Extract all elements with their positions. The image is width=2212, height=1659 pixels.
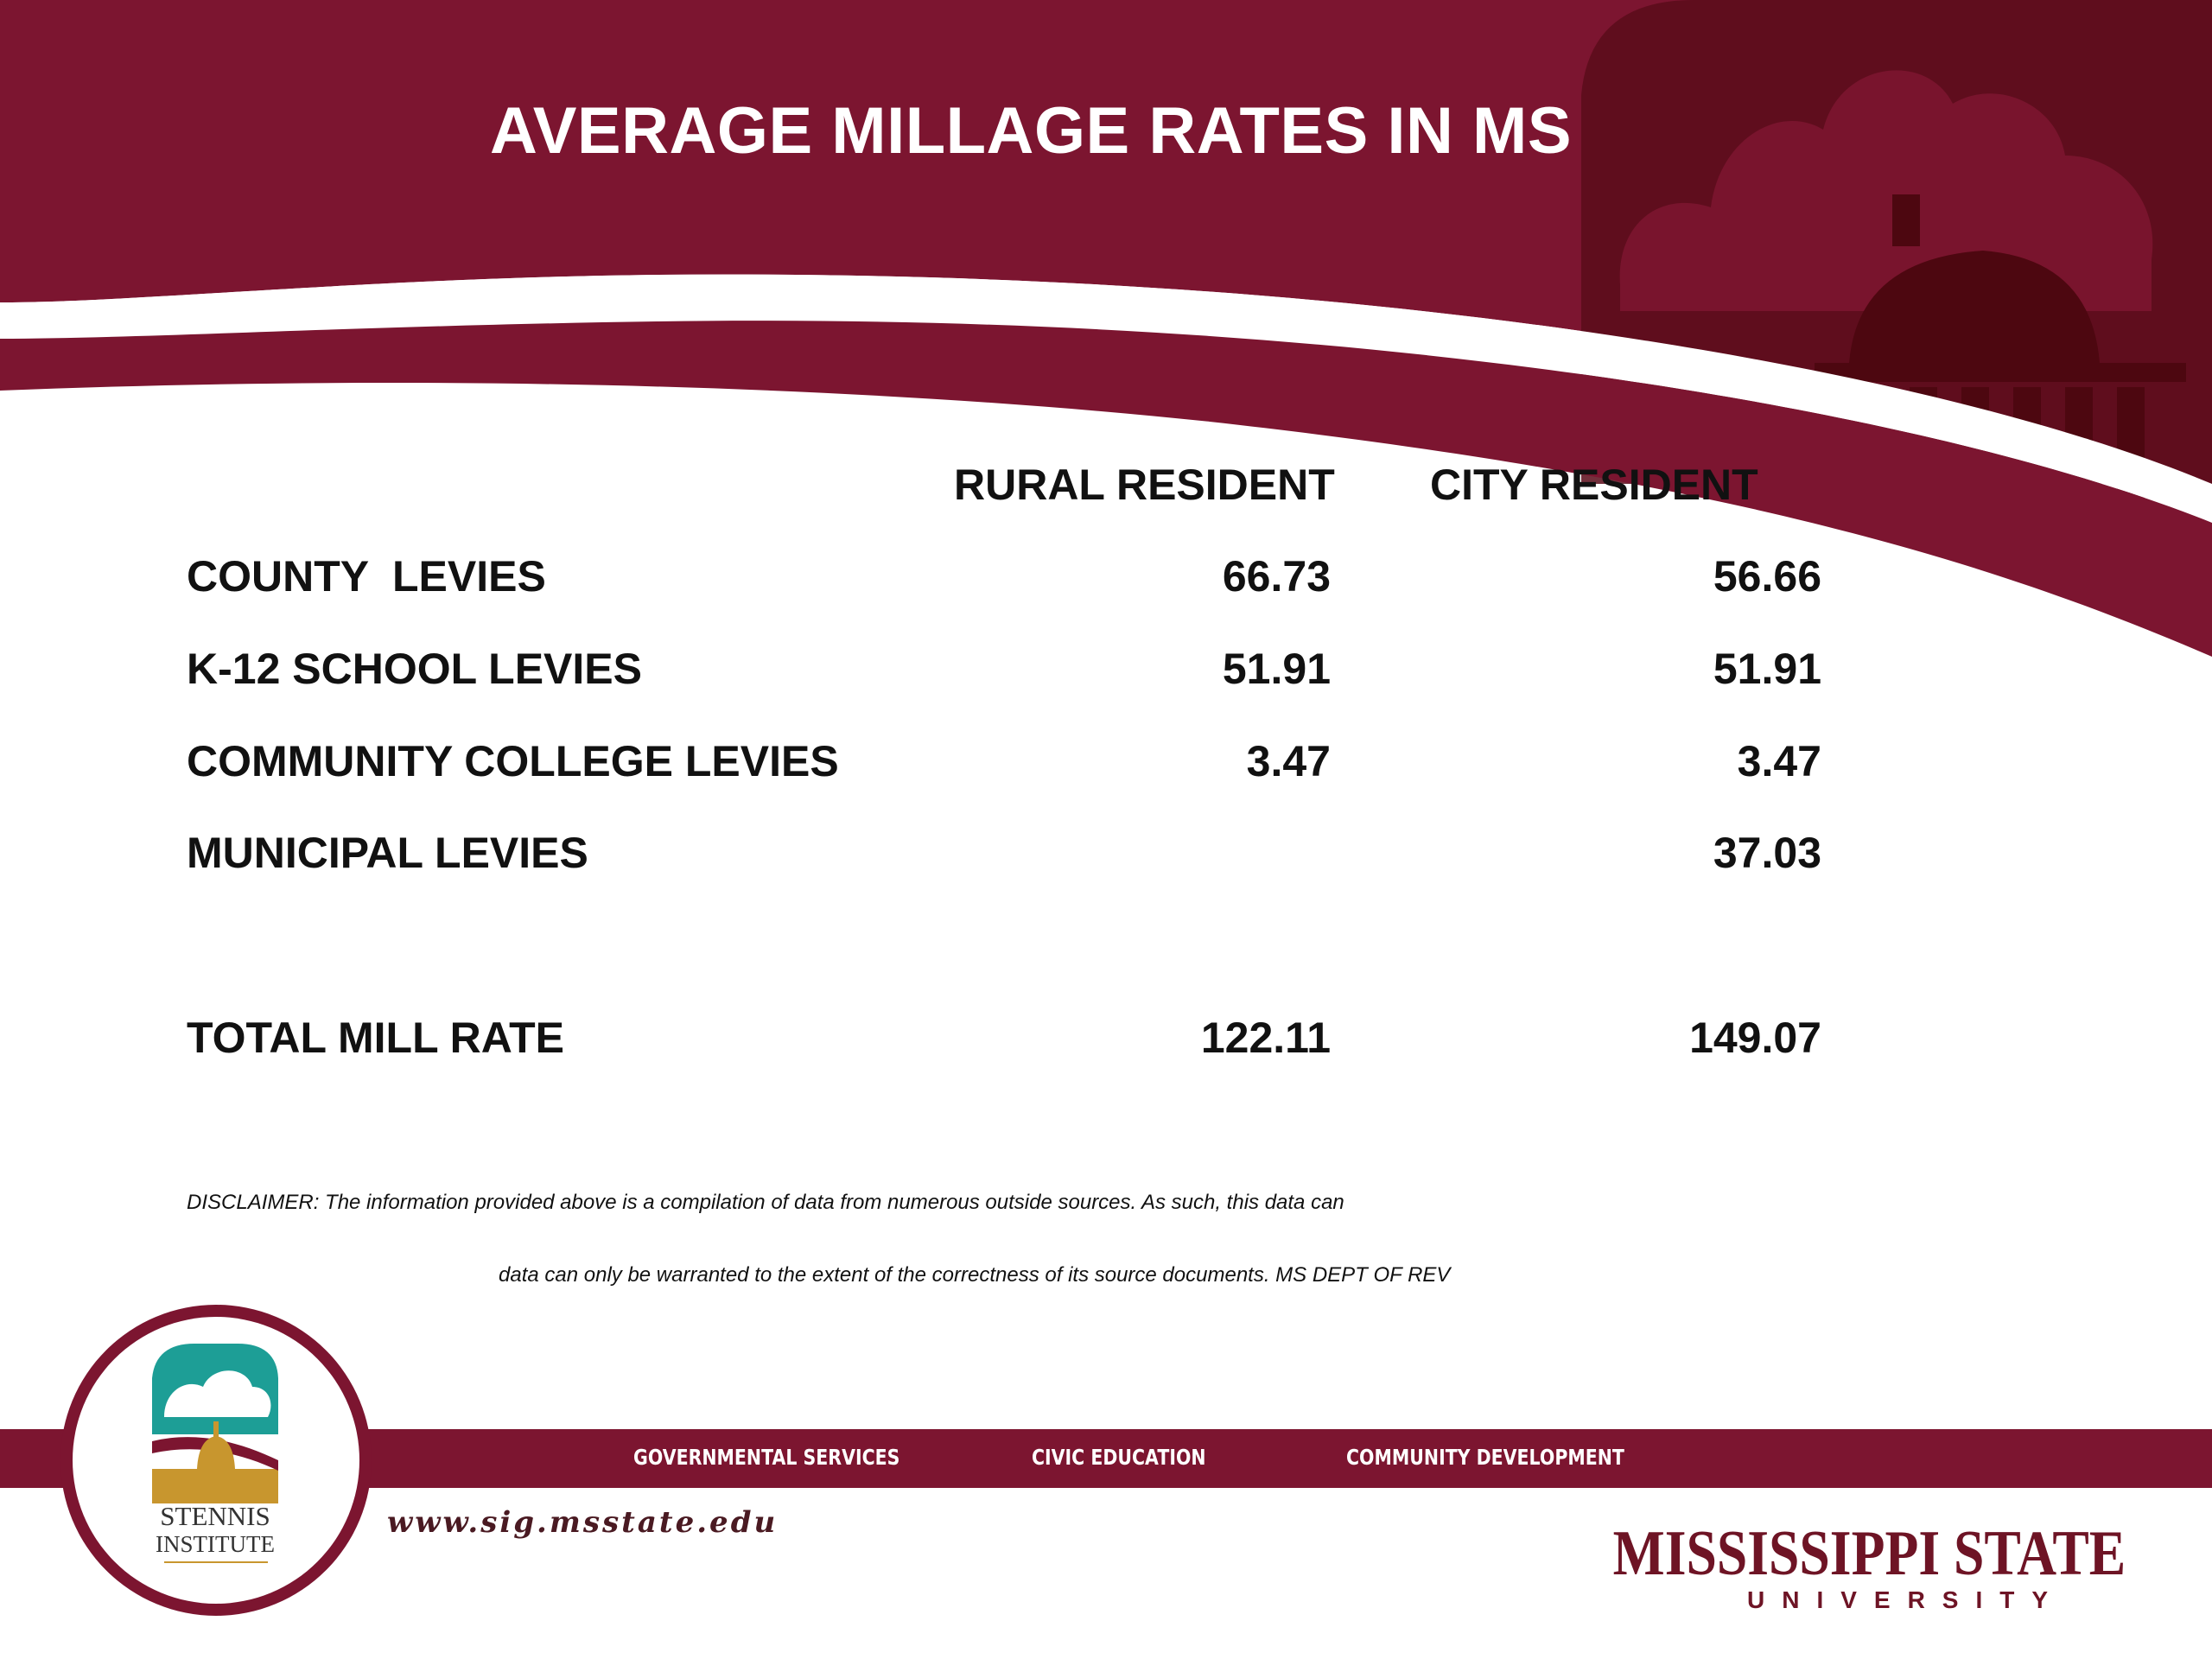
disclaimer-line-2: data can only be warranted to the extent…: [499, 1263, 1451, 1287]
city-value: 51.91: [1713, 645, 1821, 693]
row-label: COMMUNITY COLLEGE LEVIES: [187, 737, 839, 785]
rural-value: 3.47: [1246, 737, 1331, 785]
msu-logo-sub: UNIVERSITY: [1747, 1586, 2066, 1613]
city-value: 56.66: [1713, 552, 1821, 601]
row-label: MUNICIPAL LEVIES: [187, 829, 588, 877]
nav-civic-education[interactable]: CIVIC EDUCATION: [1032, 1445, 1206, 1470]
nav-community-development[interactable]: COMMUNITY DEVELOPMENT: [1346, 1445, 1624, 1470]
column-header-city: CITY RESIDENT: [1430, 461, 1758, 509]
website-link[interactable]: www.sig.msstate.edu: [387, 1505, 779, 1540]
total-city-value: 149.07: [1689, 1014, 1821, 1062]
city-value: 3.47: [1737, 737, 1821, 785]
msu-logo-name: MISSISSIPPI STATE: [1612, 1518, 2126, 1589]
row-label: K-12 SCHOOL LEVIES: [187, 645, 642, 693]
stennis-logo-line-1: STENNIS: [160, 1501, 270, 1531]
disclaimer-line-1: DISCLAIMER: The information provided abo…: [187, 1191, 1344, 1214]
rural-value: 51.91: [1222, 645, 1331, 693]
column-header-rural: RURAL RESIDENT: [954, 461, 1335, 509]
rural-value: 66.73: [1222, 552, 1331, 601]
stennis-logo-line-2: INSTITUTE: [156, 1531, 275, 1557]
total-label: TOTAL MILL RATE: [187, 1014, 565, 1062]
city-value: 37.03: [1713, 829, 1821, 877]
row-label: COUNTY LEVIES: [187, 552, 546, 601]
total-rural-value: 122.11: [1200, 1014, 1331, 1062]
stennis-institute-seal: [60, 1305, 372, 1616]
slide-title: AVERAGE MILLAGE RATES IN MS: [489, 94, 1573, 168]
nav-governmental-services[interactable]: GOVERNMENTAL SERVICES: [633, 1445, 900, 1470]
